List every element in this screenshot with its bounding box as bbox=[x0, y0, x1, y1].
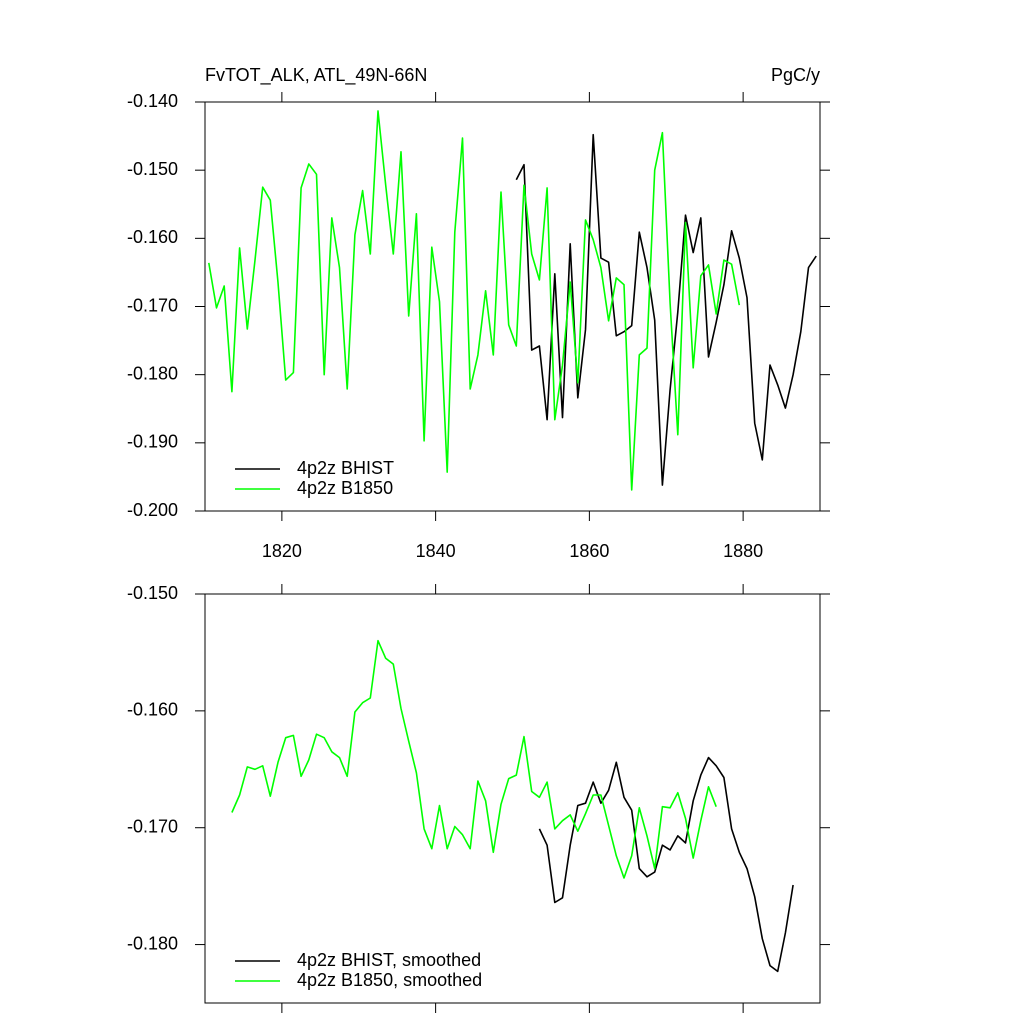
x-tick-label: 1820 bbox=[262, 541, 302, 561]
y-tick-label: -0.160 bbox=[127, 700, 178, 720]
y-tick-label: -0.160 bbox=[127, 227, 178, 247]
x-tick-label: 1840 bbox=[416, 541, 456, 561]
y-tick-label: -0.200 bbox=[127, 500, 178, 520]
x-tick-label: 1880 bbox=[723, 541, 763, 561]
units-label: PgC/y bbox=[771, 65, 820, 85]
series-line bbox=[515, 133, 817, 486]
legend-label: 4p2z BHIST bbox=[297, 458, 394, 478]
y-tick-label: -0.170 bbox=[127, 295, 178, 315]
y-tick-label: -0.150 bbox=[127, 159, 178, 179]
y-tick-label: -0.150 bbox=[127, 583, 178, 603]
series-line bbox=[208, 110, 741, 491]
y-tick-label: -0.190 bbox=[127, 432, 178, 452]
y-tick-label: -0.140 bbox=[127, 91, 178, 111]
chart-title: FvTOT_ALK, ATL_49N-66N bbox=[205, 65, 427, 86]
y-tick-label: -0.170 bbox=[127, 816, 178, 836]
y-tick-label: -0.180 bbox=[127, 933, 178, 953]
legend-label: 4p2z B1850 bbox=[297, 478, 393, 498]
legend-label: 4p2z B1850, smoothed bbox=[297, 970, 482, 990]
x-tick-label: 1860 bbox=[569, 541, 609, 561]
plot-frame bbox=[204, 593, 821, 1004]
series-line bbox=[538, 756, 794, 973]
y-tick-label: -0.180 bbox=[127, 363, 178, 383]
legend-label: 4p2z BHIST, smoothed bbox=[297, 950, 481, 970]
series-line bbox=[231, 639, 717, 879]
plot-frame bbox=[204, 101, 821, 512]
